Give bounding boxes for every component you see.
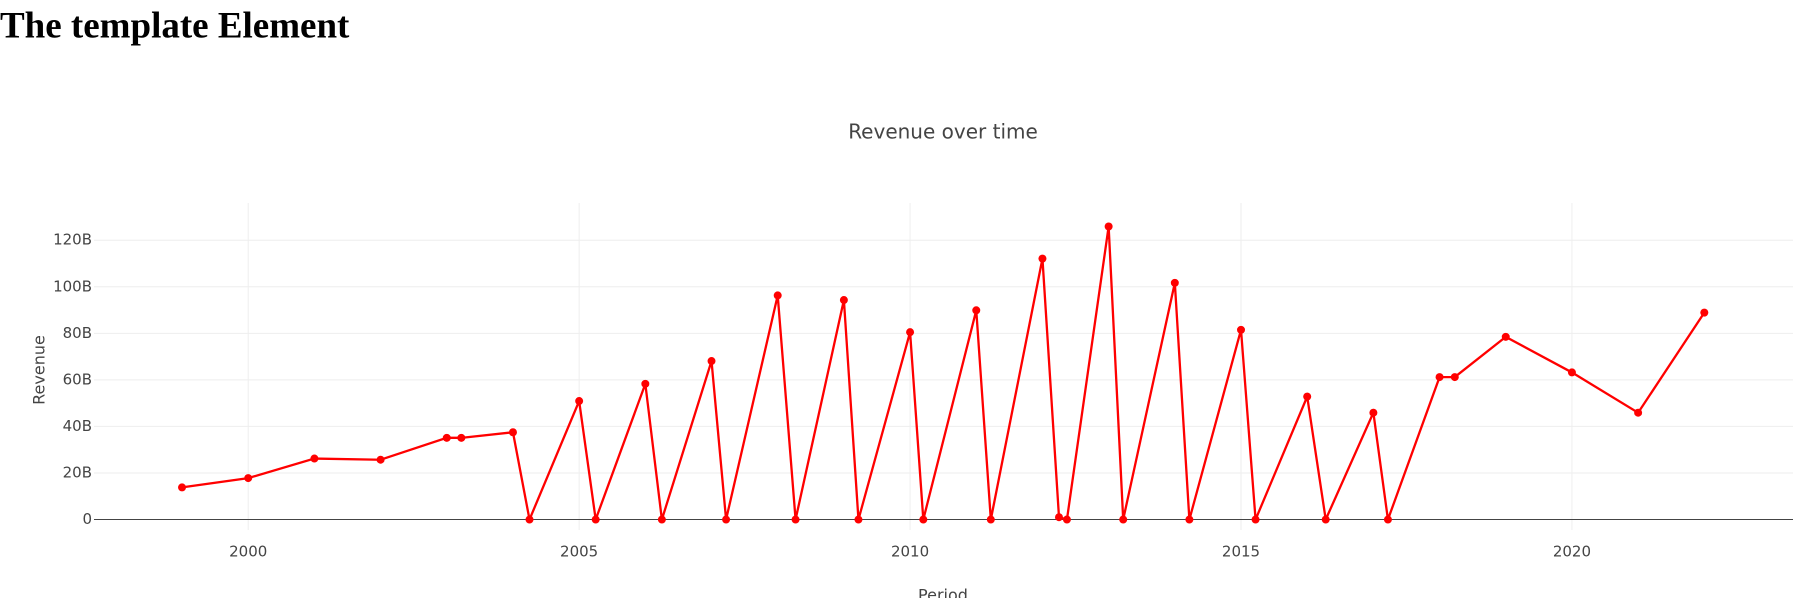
y-tick-label: 100B	[53, 277, 92, 295]
marker	[854, 515, 863, 524]
page-heading: The template Element	[0, 5, 350, 46]
marker	[919, 515, 928, 524]
marker	[1450, 373, 1459, 382]
marker	[525, 515, 534, 524]
marker	[1038, 254, 1047, 263]
y-tick-label: 60B	[63, 370, 92, 388]
marker	[442, 433, 451, 442]
marker	[773, 291, 782, 300]
marker	[1170, 278, 1179, 287]
marker	[575, 397, 584, 406]
marker	[508, 428, 517, 437]
marker	[1104, 222, 1113, 231]
marker	[1062, 515, 1071, 524]
x-tick-label: 2005	[560, 543, 598, 561]
marker	[1251, 515, 1260, 524]
marker	[591, 515, 600, 524]
marker	[1303, 392, 1312, 401]
chart-title: Revenue over time	[848, 120, 1038, 144]
marker	[1383, 515, 1392, 524]
marker	[1567, 368, 1576, 377]
marker	[641, 379, 650, 388]
marker	[906, 328, 915, 337]
x-tick-label: 2015	[1222, 543, 1260, 561]
marker	[1321, 515, 1330, 524]
x-tick-label: 2010	[891, 543, 929, 561]
marker	[457, 433, 466, 442]
x-tick-label: 2000	[229, 543, 267, 561]
marker	[1185, 515, 1194, 524]
marker	[657, 515, 666, 524]
y-tick-label: 20B	[63, 463, 92, 481]
marker	[310, 454, 319, 463]
line	[181, 226, 1706, 524]
marker	[178, 483, 187, 492]
marker	[972, 306, 981, 315]
marker	[1054, 513, 1063, 522]
marker	[1700, 308, 1709, 317]
marker	[1237, 325, 1246, 334]
y-tick-label: 0	[82, 510, 92, 528]
marker	[707, 357, 716, 366]
marker	[1435, 373, 1444, 382]
x-tick-label: 2020	[1553, 543, 1591, 561]
marker	[1369, 408, 1378, 417]
marker	[839, 296, 848, 305]
marker	[791, 515, 800, 524]
marker	[1634, 408, 1643, 417]
y-tick-label: 40B	[63, 417, 92, 435]
marker	[1501, 332, 1510, 341]
y-tick-label: 80B	[63, 324, 92, 342]
marker	[986, 515, 995, 524]
y-axis-label: Revenue	[30, 335, 49, 405]
marker	[244, 474, 253, 483]
marker	[376, 455, 385, 464]
x-axis-label: Period	[918, 586, 968, 598]
marker	[722, 515, 731, 524]
y-tick-label: 120B	[53, 231, 92, 249]
marker	[1119, 515, 1128, 524]
